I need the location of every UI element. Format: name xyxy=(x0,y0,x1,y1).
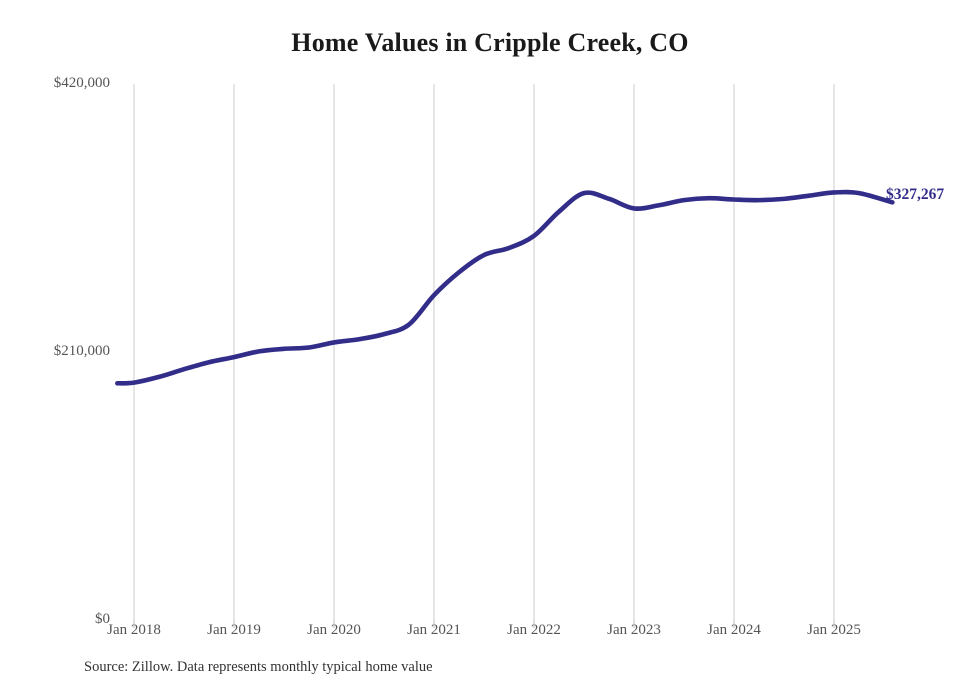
x-axis-tick-jan-2020: Jan 2020 xyxy=(307,622,361,638)
y-axis-tick-420000: $420,000 xyxy=(4,75,110,93)
x-axis-tick-jan-2024: Jan 2024 xyxy=(707,622,761,638)
x-axis-tick-jan-2023: Jan 2023 xyxy=(607,622,661,638)
data-line-typical-home-value xyxy=(115,189,895,386)
end-value-annotation: $327,267 xyxy=(886,186,945,203)
x-axis-tick-jan-2018: Jan 2018 xyxy=(107,622,161,638)
y-axis-tick-0: $0 xyxy=(4,611,110,629)
page-title: Home Values in Cripple Creek, CO xyxy=(291,28,689,57)
x-axis-tick-jan-2019: Jan 2019 xyxy=(207,622,261,638)
source-note: Source: Zillow. Data represents monthly … xyxy=(84,659,433,675)
y-axis-tick-label: $420,000 xyxy=(53,75,110,91)
x-axis-tick-marks xyxy=(133,620,835,628)
gridlines xyxy=(133,84,835,620)
y-axis-tick-210000: $210,000 xyxy=(4,343,110,361)
x-axis-tick-jan-2022: Jan 2022 xyxy=(507,622,561,638)
y-axis-tick-label: $210,000 xyxy=(53,343,110,359)
y-axis-tick-label: $0 xyxy=(95,611,110,627)
x-axis-tick-jan-2025: Jan 2025 xyxy=(807,622,861,638)
x-axis-tick-jan-2021: Jan 2021 xyxy=(407,622,461,638)
